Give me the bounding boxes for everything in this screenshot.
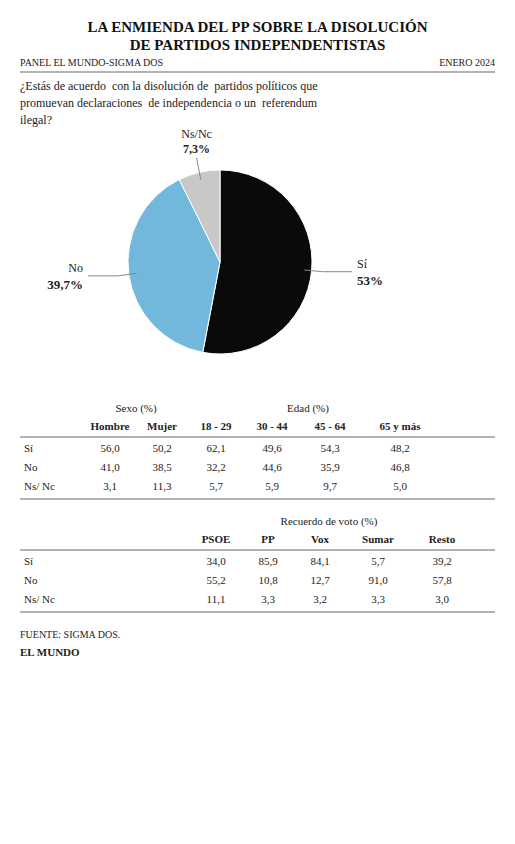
question-line: ¿Estás de acuerdo con la disolución de p… — [20, 79, 318, 93]
table-cell: 5,7 — [371, 555, 385, 567]
table-cell: 50,2 — [152, 442, 171, 454]
leader-line — [304, 270, 352, 272]
slice-label: No — [68, 261, 83, 275]
title-line: LA ENMIENDA DEL PP SOBRE LA DISOLUCIÓN — [87, 19, 427, 35]
table-rule — [20, 612, 495, 613]
title: LA ENMIENDA DEL PP SOBRE LA DISOLUCIÓN DE… — [87, 19, 427, 53]
slice-label: Ns/Nc — [181, 127, 212, 141]
panel-left: PANEL EL MUNDO-SIGMA DOS — [20, 57, 163, 68]
column-header: Vox — [311, 533, 329, 545]
table-cell: 5,7 — [209, 480, 223, 492]
slice-value: 7,3% — [183, 142, 210, 156]
table-cell: 57,8 — [432, 574, 452, 586]
table-cell: 54,3 — [320, 442, 340, 454]
table-cell: 62,1 — [206, 442, 225, 454]
table-cell: 56,0 — [100, 442, 120, 454]
table-cell: 3,3 — [371, 593, 385, 605]
table-cell: 12,7 — [310, 574, 330, 586]
row-label: Sí — [24, 555, 33, 567]
panel-rule — [20, 72, 495, 73]
table-cell: 48,2 — [390, 442, 409, 454]
column-header: PSOE — [202, 533, 231, 545]
row-label: Ns/ Nc — [24, 480, 55, 492]
table-cell: 84,1 — [310, 555, 329, 567]
table-cell: 38,5 — [152, 461, 172, 473]
table-rule — [20, 499, 495, 500]
table-cell: 5,9 — [265, 480, 279, 492]
table-cell: 3,2 — [313, 593, 327, 605]
table-cell: 3,3 — [261, 593, 275, 605]
table-cell: 34,0 — [206, 555, 226, 567]
column-header: 30 - 44 — [256, 420, 288, 432]
column-header: Hombre — [91, 420, 130, 432]
column-header: PP — [261, 533, 275, 545]
row-label: No — [24, 574, 38, 586]
slice-label: Sí — [357, 257, 368, 271]
table-cell: 32,2 — [206, 461, 225, 473]
table-cell: 11,3 — [153, 480, 172, 492]
group-title: Edad (%) — [287, 402, 329, 415]
question-line: promuevan declaraciones de independencia… — [20, 96, 318, 110]
column-header: 65 y más — [380, 420, 422, 432]
table-cell: 41,0 — [100, 461, 120, 473]
table-cell: 46,8 — [390, 461, 410, 473]
table: Recuerdo de voto (%) PSOE PP Vox Sumar Resto S… — [20, 515, 495, 612]
table-cell: 3,0 — [435, 593, 449, 605]
table-rule — [20, 550, 495, 551]
column-header: 45 - 64 — [314, 420, 346, 432]
table-cell: 55,2 — [206, 574, 225, 586]
leader-line — [197, 158, 201, 180]
slice-value: 39,7% — [47, 277, 83, 292]
row-label: Ns/ Nc — [24, 593, 55, 605]
title-line: DE PARTIDOS INDEPENDENTISTAS — [130, 37, 386, 53]
table-cell: 85,9 — [258, 555, 278, 567]
row-label: No — [24, 461, 38, 473]
table-cell: 11,1 — [207, 593, 226, 605]
table-cell: 5,0 — [393, 480, 407, 492]
table-cell: 10,8 — [258, 574, 278, 586]
table: Sexo (%) Hombre Mujer Edad (%) 18 - 29 30 - 4… — [20, 402, 495, 499]
group-title: Recuerdo de voto (%) — [281, 515, 378, 528]
table-cell: 91,0 — [368, 574, 388, 586]
pie-slice — [179, 170, 220, 262]
table-cell: 9,7 — [323, 480, 337, 492]
slice-value: 53% — [357, 273, 383, 288]
table-cell: 3,1 — [103, 480, 117, 492]
column-header: Sumar — [362, 533, 394, 545]
source: FUENTE: SIGMA DOS. — [20, 629, 120, 640]
panel-right: ENERO 2024 — [439, 57, 495, 68]
question-line: ilegal? — [20, 113, 52, 127]
table-cell: 35,9 — [320, 461, 340, 473]
table-cell: 49,6 — [262, 442, 282, 454]
pie-labels: Sí 53% No 39,7% Ns/Nc7,3% — [47, 127, 383, 292]
infographic: LA ENMIENDA DEL PP SOBRE LA DISOLUCIÓN DE… — [0, 0, 515, 844]
leader-line — [88, 273, 136, 275]
table-rule — [20, 437, 495, 438]
pie — [128, 170, 312, 354]
background — [0, 0, 515, 844]
row-label: Sí — [24, 442, 33, 454]
source-brand: EL MUNDO — [20, 646, 80, 658]
table-cell: 44,6 — [262, 461, 282, 473]
column-header: Mujer — [147, 420, 177, 432]
column-header: Resto — [429, 533, 456, 545]
table-cell: 39,2 — [432, 555, 451, 567]
column-header: 18 - 29 — [200, 420, 232, 432]
group-title: Sexo (%) — [115, 402, 157, 415]
question: ¿Estás de acuerdo con la disolución de p… — [20, 79, 318, 127]
